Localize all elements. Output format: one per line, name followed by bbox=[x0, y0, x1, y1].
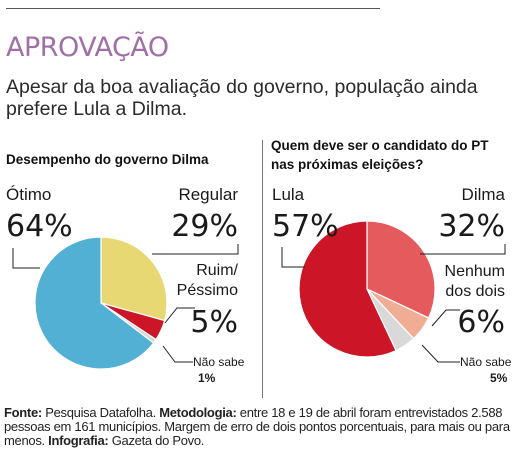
value-nenhum: 6% bbox=[457, 305, 505, 340]
right-pie-slice-0 bbox=[298, 220, 397, 358]
right-pie-slice-1 bbox=[366, 220, 436, 319]
info-text: Gazeta do Povo. bbox=[108, 433, 205, 448]
label-regular: Regular bbox=[178, 185, 238, 204]
value-ruim: 5% bbox=[190, 305, 238, 340]
top-rule bbox=[6, 8, 380, 9]
label-pessimo: Péssimo bbox=[177, 282, 238, 299]
footer-credits: Fonte: Pesquisa Datafolha. Metodologia: … bbox=[4, 406, 515, 448]
leader-ruim bbox=[164, 307, 195, 324]
headline: APROVAÇÃO bbox=[6, 32, 169, 63]
info-label: Infografia: bbox=[44, 433, 109, 448]
leader-regular bbox=[152, 244, 239, 255]
left-pie-chart bbox=[34, 236, 168, 370]
label-otimo: Ótimo bbox=[6, 185, 51, 204]
source-text: Pesquisa Datafolha. bbox=[41, 405, 156, 420]
value-nao-sabe-left: 1% bbox=[198, 371, 216, 385]
label-ruim: Ruim/ bbox=[196, 262, 238, 279]
source-label: Fonte: bbox=[4, 405, 42, 420]
value-regular: 29% bbox=[171, 209, 238, 244]
method-text: entre 18 e 19 de abril foram entrevistad… bbox=[4, 405, 510, 448]
leader-lula bbox=[281, 247, 305, 268]
leader-nao-sabe-left bbox=[162, 345, 193, 363]
value-nao-sabe-right: 5% bbox=[490, 371, 508, 385]
right-chart-title: Quem deve ser o candidato do PT nas próx… bbox=[271, 138, 489, 172]
left-pie-slice-0 bbox=[34, 236, 155, 370]
value-lula: 57% bbox=[272, 209, 339, 244]
leader-otimo bbox=[12, 248, 40, 269]
leader-nao-sabe-right bbox=[421, 344, 460, 363]
left-pie-slice-1 bbox=[100, 236, 168, 322]
label-nenhum: Nenhum bbox=[445, 263, 505, 280]
value-dilma: 32% bbox=[438, 209, 505, 244]
value-otimo: 64% bbox=[6, 209, 73, 244]
label-dos-dois: dos dois bbox=[445, 283, 505, 300]
method-label: Metodologia: bbox=[155, 405, 237, 420]
right-pie-chart bbox=[298, 220, 436, 358]
pie-labels: Ótimo 64% Regular 29% Ruim/Péssimo 5% Não sabe… bbox=[6, 185, 512, 385]
label-dilma: Dilma bbox=[462, 185, 506, 204]
label-nao-sabe-right: Não sabe bbox=[460, 355, 512, 369]
leader-nenhum bbox=[431, 309, 460, 327]
left-chart-title: Desempenho do governo Dilma bbox=[6, 152, 209, 167]
label-lula: Lula bbox=[272, 185, 305, 204]
subhead: Apesar da boa avaliação do governo, popu… bbox=[6, 76, 478, 120]
leader-dilma bbox=[420, 244, 506, 255]
chart-divider bbox=[262, 140, 263, 398]
label-nao-sabe-left: Não sabe bbox=[193, 355, 245, 369]
